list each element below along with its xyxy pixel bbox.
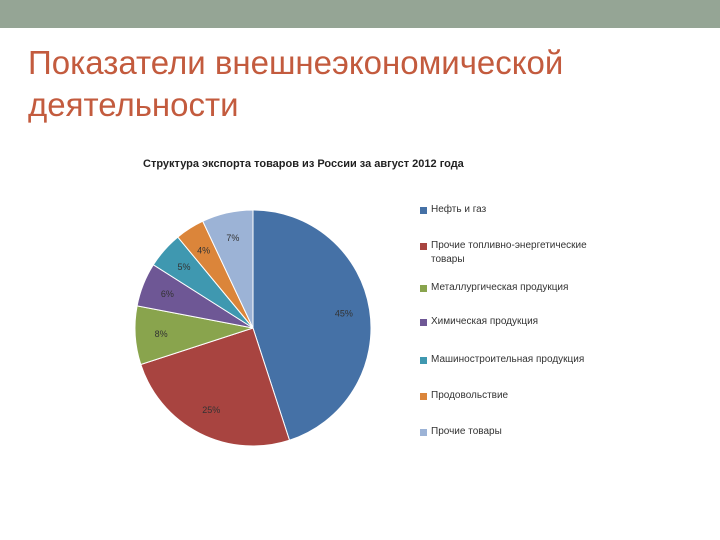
- legend-swatch: [420, 429, 427, 436]
- legend-label: Прочие товары: [431, 426, 502, 437]
- legend-item-6: Прочие товары: [420, 425, 590, 439]
- legend-item-5: Продовольствие: [420, 389, 590, 403]
- legend-label: Прочие топливно-энергетические товары: [431, 240, 587, 265]
- legend-item-0: Нефть и газ: [420, 203, 590, 217]
- slice-label-5: 4%: [197, 245, 210, 255]
- pie-slice-1: [140, 327, 291, 447]
- top-accent-bar: [0, 0, 720, 28]
- legend-label: Машиностроительная продукция: [431, 354, 585, 365]
- legend-item-3: Химическая продукция: [420, 315, 590, 329]
- legend-swatch: [420, 207, 427, 214]
- pie-slice-0: [252, 209, 372, 441]
- slide-title: Показатели внешнеэкономической деятельно…: [28, 44, 564, 123]
- legend-swatch: [420, 319, 427, 326]
- legend-item-4: Машиностроительная продукция: [420, 353, 590, 367]
- slice-label-3: 6%: [161, 289, 174, 299]
- legend-item-1: Прочие топливно-энергетические товары: [420, 239, 590, 267]
- pie-slice-6: [202, 209, 254, 329]
- legend-item-2: Металлургическая продукция: [420, 281, 590, 295]
- slice-label-1: 25%: [202, 405, 220, 415]
- legend-label: Металлургическая продукция: [431, 282, 569, 293]
- pie-svg: 45% 25% 8% 6% 5% 4% 7%: [134, 209, 372, 447]
- slice-label-6: 7%: [226, 233, 239, 243]
- slice-label-0: 45%: [335, 309, 353, 319]
- legend-swatch: [420, 285, 427, 292]
- legend-swatch: [420, 357, 427, 364]
- chart-title: Структура экспорта товаров из России за …: [143, 158, 464, 170]
- legend-label: Продовольствие: [431, 390, 509, 401]
- legend-label: Химическая продукция: [431, 316, 539, 327]
- pie-chart: Структура экспорта товаров из России за …: [128, 148, 588, 458]
- legend-swatch: [420, 243, 427, 250]
- legend-label: Нефть и газ: [431, 204, 487, 215]
- slice-label-2: 8%: [155, 329, 168, 339]
- legend-swatch: [420, 393, 427, 400]
- slice-label-4: 5%: [177, 262, 190, 272]
